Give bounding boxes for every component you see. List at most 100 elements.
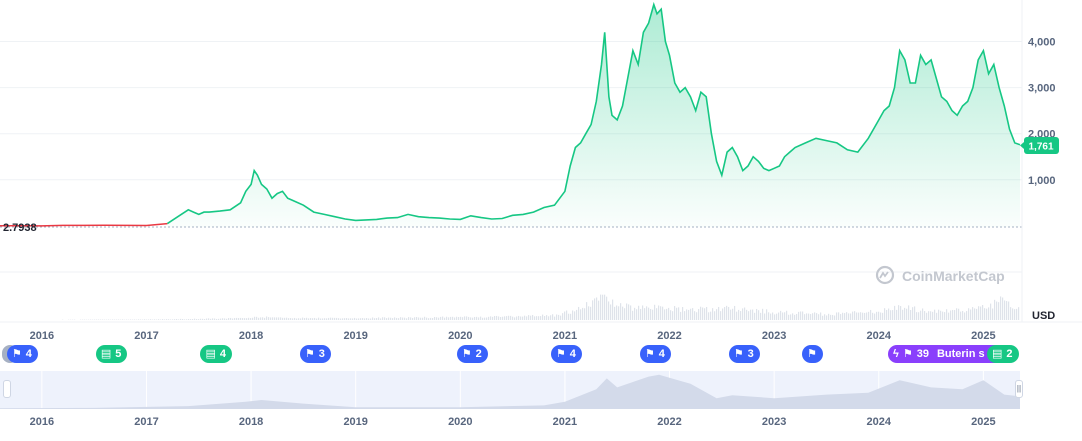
event-marker-flag[interactable]: ⚑ 4 [550, 345, 582, 363]
volume-bar [710, 311, 712, 320]
volume-bar [450, 316, 452, 320]
volume-bar [856, 312, 858, 320]
volume-bar [332, 317, 334, 320]
volume-bar [556, 314, 558, 320]
volume-bar [830, 314, 832, 320]
volume-bar [604, 294, 606, 320]
volume-bar [102, 319, 104, 320]
volume-bar [420, 317, 422, 320]
volume-bar [518, 315, 520, 320]
volume-bar [344, 318, 346, 320]
volume-bar [680, 311, 682, 320]
volume-bar [460, 316, 462, 320]
navigator-tick-label: 2024 [867, 416, 892, 428]
volume-bar [244, 318, 246, 320]
volume-bar [628, 304, 630, 320]
flag-icon: ⚑ [555, 347, 566, 360]
flag-icon: ⚑ [644, 347, 655, 360]
navigator-tick-label: 2016 [30, 416, 54, 428]
volume-bar [276, 317, 278, 320]
volume-bar [374, 318, 376, 320]
volume-bar [962, 310, 964, 320]
volume-bar [384, 317, 386, 320]
volume-bar [396, 317, 398, 320]
volume-bar [530, 315, 532, 320]
x-tick-label: 2020 [448, 330, 472, 342]
volume-bar [112, 319, 114, 320]
volume-bar [692, 308, 694, 320]
volume-bar [370, 318, 372, 320]
volume-bar [438, 317, 440, 320]
volume-bar [944, 312, 946, 320]
volume-bar [936, 312, 938, 320]
event-marker-flag[interactable]: ⚑ 2 [456, 345, 488, 363]
volume-bar [768, 312, 770, 320]
volume-bar [930, 311, 932, 320]
volume-bar [178, 319, 180, 320]
flag-icon: ⚑ [807, 347, 817, 360]
volume-bar [464, 316, 466, 320]
volume-bar [844, 313, 846, 320]
event-marker-flag[interactable]: ⚑ 4 [6, 345, 38, 363]
volume-bar [422, 317, 424, 320]
volume-bar [544, 315, 546, 320]
volume-bar [144, 319, 146, 320]
event-marker-news[interactable]: ▤ 4 [200, 345, 232, 363]
volume-bar [822, 315, 824, 320]
volume-bar [400, 317, 402, 320]
volume-bar [828, 313, 830, 320]
event-marker-flag[interactable]: ⚑ 3 [728, 345, 760, 363]
volume-bar [618, 306, 620, 320]
volume-bar [204, 319, 206, 320]
volume-bar [584, 308, 586, 320]
volume-bar [756, 308, 758, 320]
event-marker-flag[interactable]: ⚑ [802, 345, 823, 363]
volume-bar [552, 314, 554, 320]
news-icon: ▤ [205, 347, 216, 360]
volume-bar [202, 318, 204, 320]
volume-bar [416, 317, 418, 320]
event-marker-flag[interactable]: ⚑ 3 [299, 345, 331, 363]
volume-bar [510, 315, 512, 320]
volume-bar [252, 317, 254, 320]
volume-bar [818, 314, 820, 320]
volume-bar [820, 312, 822, 320]
event-marker-news[interactable]: ▤ 5 [95, 345, 128, 363]
volume-bar [688, 309, 690, 320]
currency-label: USD [1032, 310, 1055, 322]
volume-bar [1016, 308, 1018, 320]
volume-bar [224, 318, 226, 320]
navigator-left-handle[interactable] [3, 380, 11, 398]
volume-bar [392, 318, 394, 320]
news-icon: ▤ [100, 347, 112, 360]
volume-bar [986, 308, 988, 320]
event-marker-flag[interactable]: ⚑ 4 [639, 345, 671, 363]
volume-bar [478, 317, 480, 320]
volume-bar [550, 315, 552, 320]
event-marker-news[interactable]: ▤ 2 [987, 345, 1019, 363]
event-count: 5 [115, 348, 122, 360]
volume-bar [838, 312, 840, 320]
volume-bar [862, 312, 864, 320]
navigator-right-handle[interactable]: || [1015, 380, 1023, 398]
volume-bar [150, 319, 152, 320]
navigator-tick-label: 2022 [657, 416, 681, 428]
volume-bar [1004, 300, 1006, 320]
volume-bar [694, 311, 696, 320]
volume-bar [570, 313, 572, 320]
brand-logo-icon [875, 265, 895, 285]
volume-bars [62, 294, 1020, 320]
volume-bar [160, 319, 162, 320]
volume-bar [346, 318, 348, 320]
event-marker-flag[interactable]: ϟ ⚑ 39 Buterin s [888, 345, 1009, 363]
volume-bar [868, 311, 870, 320]
volume-bar [240, 317, 242, 320]
volume-bar [206, 318, 208, 320]
volume-bar [994, 299, 996, 320]
volume-bar [816, 313, 818, 320]
volume-bar [1018, 307, 1020, 320]
volume-bar [130, 319, 132, 320]
volume-bar [386, 318, 388, 320]
volume-bar [990, 303, 992, 320]
